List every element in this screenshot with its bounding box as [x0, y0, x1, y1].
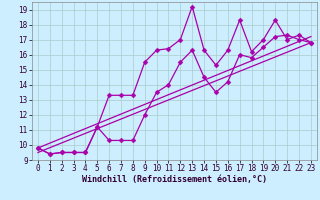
X-axis label: Windchill (Refroidissement éolien,°C): Windchill (Refroidissement éolien,°C) — [82, 175, 267, 184]
